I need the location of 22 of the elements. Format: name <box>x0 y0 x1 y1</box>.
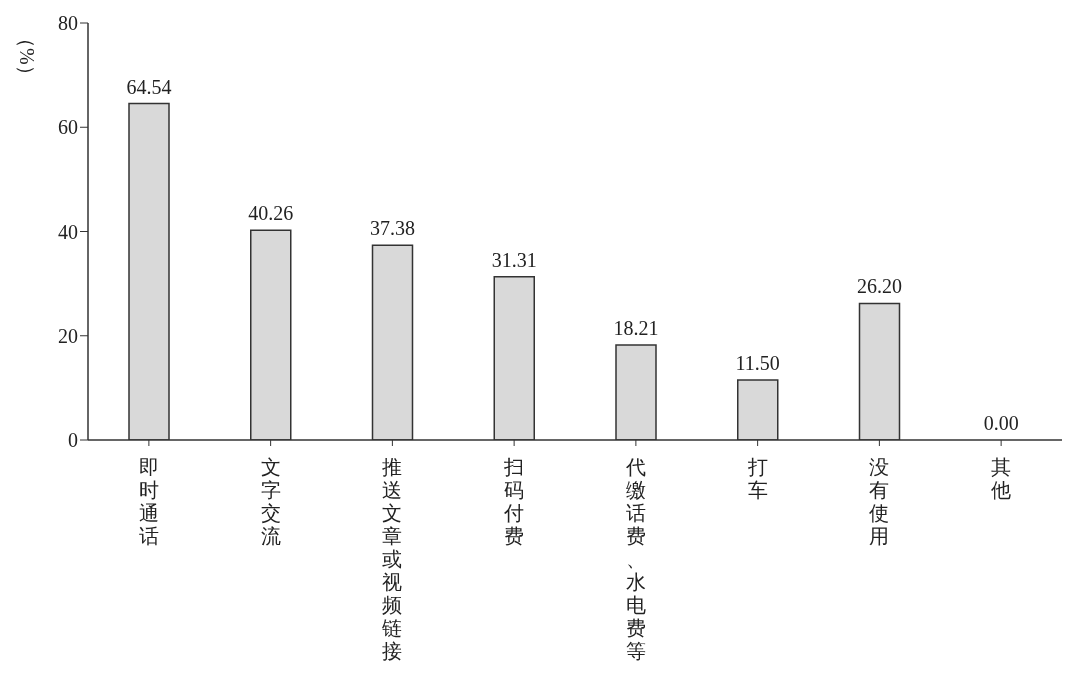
x-tick-label: 扫码付费 <box>503 456 525 547</box>
data-label: 26.20 <box>856 275 902 298</box>
data-label: 40.26 <box>248 202 294 225</box>
data-label: 37.38 <box>369 217 415 240</box>
y-tick-label: 40 <box>58 220 78 243</box>
y-tick-label: 80 <box>58 12 78 35</box>
data-label: 31.31 <box>491 248 537 271</box>
y-tick-label: 0 <box>68 429 78 452</box>
y-tick-label: 60 <box>58 116 78 139</box>
y-axis-title: （%） <box>16 28 38 85</box>
category-label: 代缴话费、水电费等 <box>625 456 646 662</box>
data-label: 64.54 <box>126 75 172 98</box>
x-tick-label: 即时通话 <box>138 456 159 547</box>
x-tick-label: 其他 <box>991 456 1012 501</box>
data-label: 0.00 <box>983 412 1019 434</box>
data-label: 18.21 <box>613 317 659 340</box>
data-label: 11.50 <box>735 352 780 375</box>
y-tick-label: 20 <box>58 324 78 347</box>
x-tick-label: 文字交流 <box>260 456 281 547</box>
x-tick-label: 没有使用 <box>869 456 890 547</box>
x-tick-label: 打车 <box>746 456 768 501</box>
category-label: 推送文章或视频链接 <box>382 456 403 662</box>
